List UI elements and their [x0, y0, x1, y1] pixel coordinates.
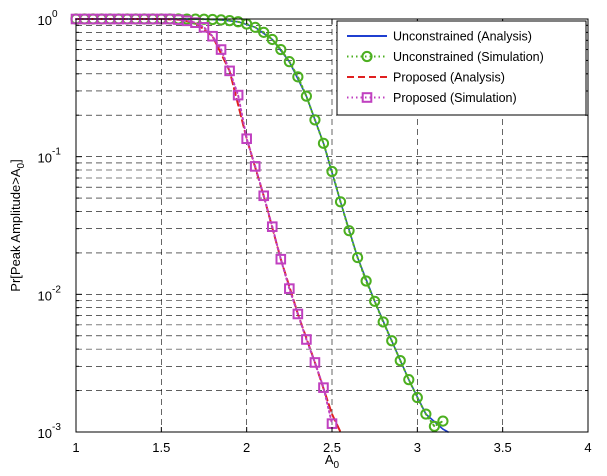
data-point-circle: [309, 114, 321, 126]
data-point-circle: [334, 196, 347, 208]
data-point-circle: [437, 415, 449, 427]
data-point-circle: [420, 408, 432, 420]
grid: [76, 19, 588, 432]
data-point-square: [249, 161, 261, 172]
data-point-square: [309, 357, 321, 368]
x-tick-label: 2: [243, 440, 250, 455]
y-tick-exponent: -3: [52, 422, 61, 433]
data-point-circle: [352, 251, 364, 264]
data-point-circle: [249, 21, 261, 33]
data-point-circle: [258, 26, 270, 38]
data-point-circle: [403, 374, 415, 386]
data-point-square: [198, 22, 210, 33]
y-tick-exponent: -2: [52, 284, 61, 295]
data-point-circle: [300, 90, 312, 102]
data-point-square: [292, 308, 304, 320]
y-tick-label: 10: [38, 288, 52, 303]
data-point-square: [224, 65, 235, 77]
data-point-square: [275, 253, 287, 265]
y-tick-exponent: 0: [52, 9, 58, 20]
data-point-square: [241, 133, 252, 145]
x-tick-label: 1.5: [152, 440, 170, 455]
x-tick-label: 3.5: [494, 440, 512, 455]
legend-entry: Unconstrained (Simulation): [347, 50, 544, 64]
data-point-circle: [343, 225, 355, 237]
y-tick-label: 10: [38, 13, 52, 28]
data-point-square: [361, 92, 373, 103]
data-point-circle: [411, 391, 423, 404]
x-axis-label: A0: [325, 452, 340, 471]
y-tick-exponent: -1: [52, 147, 61, 158]
legend-entry: Unconstrained (Analysis): [347, 30, 532, 44]
series-2: [75, 18, 342, 433]
data-point-circle: [292, 71, 304, 83]
data-point-circle: [394, 355, 406, 367]
data-point-square: [301, 334, 312, 345]
legend-label: Proposed (Analysis): [393, 71, 505, 85]
data-point-circle: [360, 275, 372, 287]
data-point-circle: [369, 295, 381, 307]
series-line: [75, 18, 342, 433]
data-point-circle: [361, 50, 373, 63]
x-tick-label: 3: [414, 440, 421, 455]
data-point-square: [258, 190, 270, 202]
data-point-square: [266, 221, 278, 232]
legend: Unconstrained (Analysis) Unconstrained (S…: [336, 20, 587, 116]
y-tick-label: 10: [38, 426, 52, 441]
data-point-circle: [377, 316, 389, 328]
legend-label: Unconstrained (Analysis): [393, 30, 532, 44]
data-point-square: [232, 89, 244, 101]
data-point-circle: [275, 43, 287, 56]
y-tick-label: 10: [38, 151, 52, 166]
x-tick-label: 4: [584, 440, 591, 455]
legend-label: Unconstrained (Simulation): [393, 50, 544, 64]
x-tick-label: 1: [72, 440, 79, 455]
data-point-circle: [386, 335, 398, 347]
data-point-square: [318, 382, 329, 393]
data-point-circle: [266, 33, 278, 46]
data-point-circle: [326, 165, 338, 178]
data-point-circle: [283, 56, 295, 68]
y-axis-label: Pr[Peak Amplitude>A0]: [8, 159, 27, 291]
x-tick-label: 2.5: [323, 440, 341, 455]
data-point-square: [284, 283, 295, 294]
legend-label: Proposed (Simulation): [393, 91, 517, 105]
data-point-square: [207, 30, 218, 42]
data-point-circle: [317, 137, 330, 149]
legend-entry: Proposed (Simulation): [347, 91, 517, 105]
data-point-circle: [428, 420, 440, 432]
data-point-square: [215, 44, 227, 55]
legend-entry: Proposed (Analysis): [347, 71, 505, 85]
